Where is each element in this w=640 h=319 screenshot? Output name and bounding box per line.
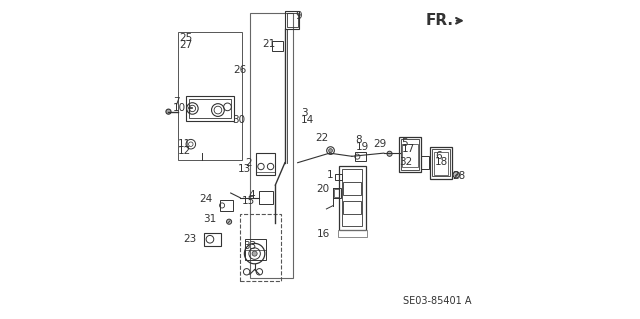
Text: FR.: FR. — [426, 13, 453, 28]
Bar — [430, 147, 452, 179]
Text: 11: 11 — [178, 139, 191, 149]
Bar — [401, 139, 419, 170]
Circle shape — [227, 219, 232, 224]
Bar — [271, 41, 283, 51]
Bar — [343, 201, 360, 214]
Bar — [186, 96, 234, 121]
Bar — [422, 156, 429, 169]
Text: 4: 4 — [248, 189, 255, 200]
Bar — [239, 214, 281, 281]
Bar — [355, 152, 366, 161]
Bar — [399, 137, 421, 172]
Bar — [403, 144, 418, 167]
Circle shape — [166, 109, 171, 114]
Text: 31: 31 — [203, 214, 216, 225]
Bar — [259, 191, 273, 204]
Bar — [178, 32, 242, 160]
Text: 18: 18 — [435, 157, 448, 167]
Text: 24: 24 — [199, 194, 212, 204]
Bar — [220, 200, 233, 211]
Bar — [287, 13, 298, 27]
Text: 30: 30 — [232, 115, 245, 125]
Bar — [333, 189, 339, 197]
Text: 15: 15 — [241, 196, 255, 206]
Text: 23: 23 — [183, 234, 196, 244]
Bar — [433, 152, 447, 175]
Text: 1: 1 — [327, 170, 333, 180]
Bar — [285, 11, 300, 29]
Bar — [338, 230, 367, 237]
Text: 8: 8 — [356, 135, 362, 145]
Bar — [245, 239, 266, 260]
Text: 25: 25 — [179, 33, 192, 43]
Text: 5: 5 — [402, 138, 408, 148]
Text: 12: 12 — [178, 145, 191, 156]
Bar — [339, 166, 365, 230]
Text: 29: 29 — [374, 139, 387, 149]
Text: 28: 28 — [452, 171, 466, 181]
Bar — [343, 182, 360, 195]
Circle shape — [252, 251, 257, 256]
Bar — [204, 233, 221, 246]
Text: 13: 13 — [238, 164, 252, 174]
Circle shape — [328, 149, 332, 152]
Text: 6: 6 — [435, 151, 442, 161]
Text: 16: 16 — [317, 229, 330, 240]
Circle shape — [387, 151, 392, 156]
Text: 2: 2 — [244, 158, 252, 168]
Text: 21: 21 — [262, 39, 275, 49]
Text: 32: 32 — [399, 157, 413, 167]
Text: 26: 26 — [233, 65, 246, 75]
Text: 9: 9 — [296, 11, 303, 21]
Text: 33: 33 — [243, 241, 256, 251]
Bar — [250, 13, 293, 278]
Text: 3: 3 — [301, 108, 307, 118]
Bar — [256, 153, 275, 175]
Bar — [432, 149, 449, 176]
Bar — [342, 169, 362, 226]
Circle shape — [453, 172, 460, 178]
Text: 22: 22 — [316, 133, 328, 143]
Text: 14: 14 — [301, 115, 314, 125]
Text: SE03-85401 A: SE03-85401 A — [403, 296, 472, 307]
Bar — [189, 99, 230, 118]
Text: 17: 17 — [402, 144, 415, 154]
Text: 27: 27 — [179, 40, 192, 50]
Text: 20: 20 — [316, 184, 329, 194]
Text: 7: 7 — [173, 97, 180, 107]
Text: 10: 10 — [173, 103, 186, 114]
Bar — [335, 174, 342, 180]
Bar — [333, 188, 340, 198]
Text: 19: 19 — [356, 142, 369, 152]
